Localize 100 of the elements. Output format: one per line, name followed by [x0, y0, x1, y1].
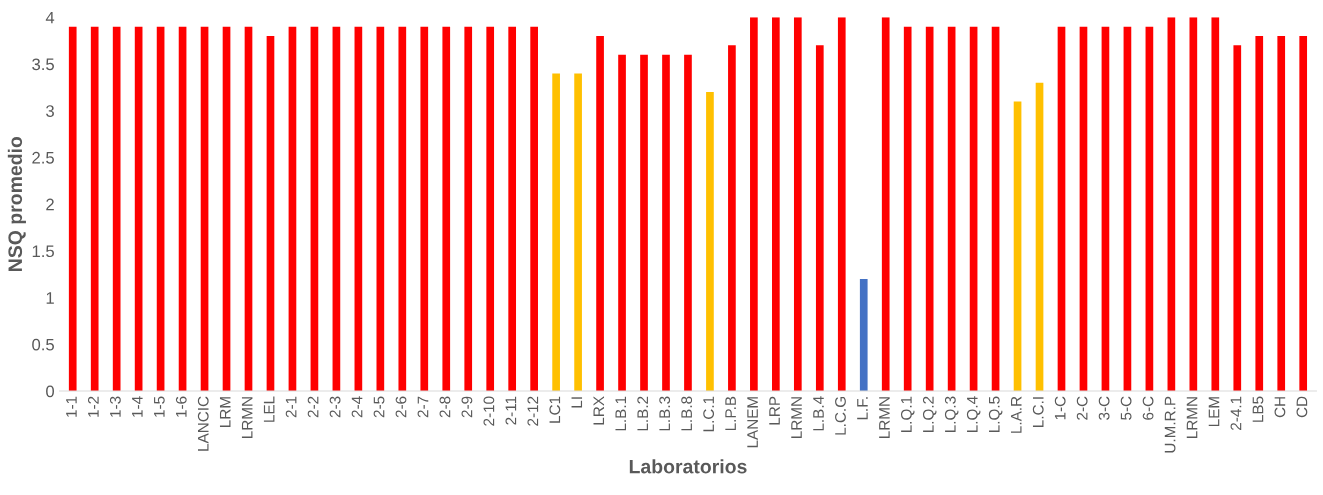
x-tick-label: L.C.I: [1032, 397, 1044, 427]
bar: [684, 54, 692, 392]
x-tick-label: LC1: [549, 396, 561, 423]
x-tick-label: L.C.1: [703, 396, 715, 432]
bar: [552, 73, 560, 392]
y-tick-label: 4: [45, 11, 55, 24]
y-tick-label: 2.5: [32, 151, 54, 164]
x-tick-label: 1-2: [87, 396, 99, 417]
x-tick-label: LI: [571, 397, 583, 408]
x-tick-label: L.P.B: [725, 396, 736, 431]
y-tick-label: 0: [46, 385, 55, 398]
x-tick-label: LRM: [219, 397, 231, 427]
x-tick-label: L.B.1: [615, 396, 626, 431]
bar: [574, 73, 582, 392]
bar: [464, 26, 473, 392]
bar: [134, 26, 143, 392]
y-tick-label: 3.5: [32, 58, 54, 71]
x-tick-label: L.Q.4: [966, 396, 981, 433]
bar: [442, 26, 451, 392]
x-tick-label: 1-3: [109, 396, 121, 417]
bar: [1079, 26, 1088, 392]
bar: [662, 54, 670, 392]
bar: [969, 26, 978, 392]
x-tick-label: L.B.8: [681, 396, 693, 431]
x-tick-label: 1-6: [175, 396, 187, 417]
bar: [1145, 26, 1154, 392]
x-tick-label: LRMN: [879, 397, 890, 438]
bar: [1013, 101, 1022, 392]
x-tick-label: LRMN: [791, 397, 802, 438]
x-tick-label: 2-5: [373, 396, 385, 418]
bar: [881, 17, 890, 392]
bar: [398, 26, 407, 392]
x-tick-label: 6-C: [1142, 396, 1154, 420]
x-tick-label: 2-4.1: [1230, 396, 1242, 430]
x-tick-label: LRP: [769, 396, 780, 425]
bar: [1101, 26, 1110, 392]
bar: [530, 26, 538, 392]
bar: [486, 26, 495, 392]
bar: [1057, 26, 1066, 392]
x-tick-label: 1-5: [154, 396, 165, 417]
bar: [772, 17, 780, 392]
bar: [508, 26, 517, 392]
bar: [420, 26, 429, 392]
y-tick-label: 1: [46, 292, 54, 304]
x-tick-label: CH: [1274, 397, 1286, 418]
y-tick-label: 3: [46, 105, 54, 117]
x-tick-label: 3-C: [1098, 396, 1110, 420]
bar: [178, 26, 187, 392]
x-tick-label: LEL: [263, 396, 275, 422]
x-tick-label: L.Q.5: [988, 396, 1003, 433]
bar: [1255, 36, 1264, 392]
bar: [1123, 26, 1132, 392]
x-tick-label: 2-C: [1076, 396, 1088, 420]
bar: [1233, 45, 1242, 392]
bar: [68, 26, 77, 392]
bar: [90, 26, 99, 392]
bar: [112, 26, 121, 392]
bar: [156, 26, 165, 392]
x-tick-label: 2-1: [285, 396, 297, 418]
bar: [991, 26, 1000, 392]
bar: [222, 26, 231, 392]
x-tick-label: 2-10: [483, 396, 495, 426]
bar: [640, 54, 648, 392]
bar: [947, 26, 956, 392]
y-tick-label: 2: [46, 198, 54, 211]
bar: [376, 26, 385, 392]
x-tick-label: L.Q.2: [922, 396, 937, 433]
bar: [310, 26, 319, 392]
x-tick-label: L.B.3: [659, 396, 671, 431]
x-tick-label: LANCIC: [197, 396, 209, 451]
bar: [1299, 36, 1308, 392]
x-tick-label: LEM: [1208, 397, 1220, 427]
x-tick-label: L.Q.3: [944, 396, 959, 433]
bar: [1277, 36, 1286, 392]
x-tick-label: 2-2: [307, 396, 319, 418]
x-tick-label: L.F.: [857, 397, 868, 420]
x-tick-label: LRMN: [1186, 397, 1198, 438]
x-tick-label: 1-C: [1054, 396, 1066, 420]
x-tick-label: LRMN: [241, 397, 253, 438]
bar: [332, 26, 341, 392]
bar: [837, 17, 846, 392]
bar: [815, 45, 824, 392]
bar: [1167, 17, 1176, 392]
x-tick-label: 2-12: [527, 396, 539, 426]
x-tick-label: L.A.R: [1010, 396, 1022, 433]
x-axis-title: Laboratorios: [629, 459, 747, 474]
x-tick-label: 2-7: [417, 396, 429, 418]
bar: [354, 26, 363, 392]
x-tick-label: 5-C: [1120, 396, 1132, 420]
bar: [859, 278, 868, 392]
x-tick-label: 1-4: [132, 396, 143, 417]
x-tick-label: 2-4: [351, 396, 363, 418]
bar: [728, 45, 736, 392]
y-axis-title: NSQ promedio: [7, 136, 26, 271]
bar: [1035, 82, 1044, 392]
bar: [200, 26, 209, 392]
x-tick-label: 2-11: [505, 396, 517, 425]
x-tick-label: 2-3: [329, 396, 341, 418]
bar: [706, 92, 714, 392]
y-tick-label: 1.5: [32, 245, 54, 258]
